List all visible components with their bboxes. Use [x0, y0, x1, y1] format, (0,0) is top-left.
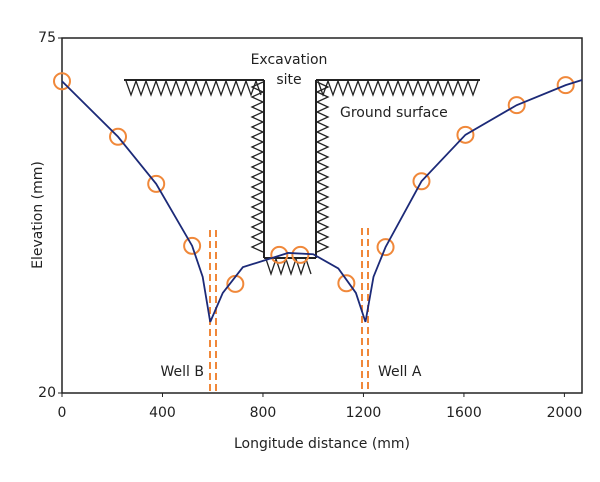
y-tick-label: 75	[38, 30, 56, 46]
x-tick-label: 0	[58, 405, 67, 421]
y-axis-label: Elevation (mm)	[30, 161, 46, 269]
data-point	[412, 172, 431, 191]
data-point	[376, 238, 395, 257]
annotation: Well B	[161, 364, 204, 380]
annotation: Excavation	[251, 52, 328, 68]
data-point	[337, 274, 356, 293]
annotation: Ground surface	[340, 105, 448, 121]
excavation-diagram	[124, 79, 480, 277]
data-point	[291, 245, 310, 264]
plot-frame	[61, 37, 583, 394]
data-point	[53, 72, 71, 91]
annotation: Well A	[378, 364, 422, 380]
hatch	[250, 81, 265, 253]
x-tick-label: 800	[250, 405, 277, 421]
x-tick-label: 2000	[547, 405, 583, 421]
hatch	[125, 79, 262, 97]
data-point	[270, 245, 289, 264]
y-tick-label: 20	[38, 385, 56, 401]
data-point	[556, 76, 575, 95]
hatch	[265, 256, 312, 277]
annotation: site	[276, 72, 301, 88]
data-point	[147, 174, 166, 193]
hatch	[315, 81, 330, 253]
x-tick-label: 1200	[346, 405, 382, 421]
fit-curve	[61, 79, 583, 323]
x-tick-label: 1600	[446, 405, 482, 421]
data-point	[109, 127, 128, 146]
data-point	[456, 125, 475, 144]
x-axis-label: Longitude distance (mm)	[234, 436, 410, 452]
x-tick-label: 400	[149, 405, 176, 421]
hatch	[317, 79, 479, 97]
data-point	[507, 96, 526, 115]
data-point	[183, 236, 202, 255]
